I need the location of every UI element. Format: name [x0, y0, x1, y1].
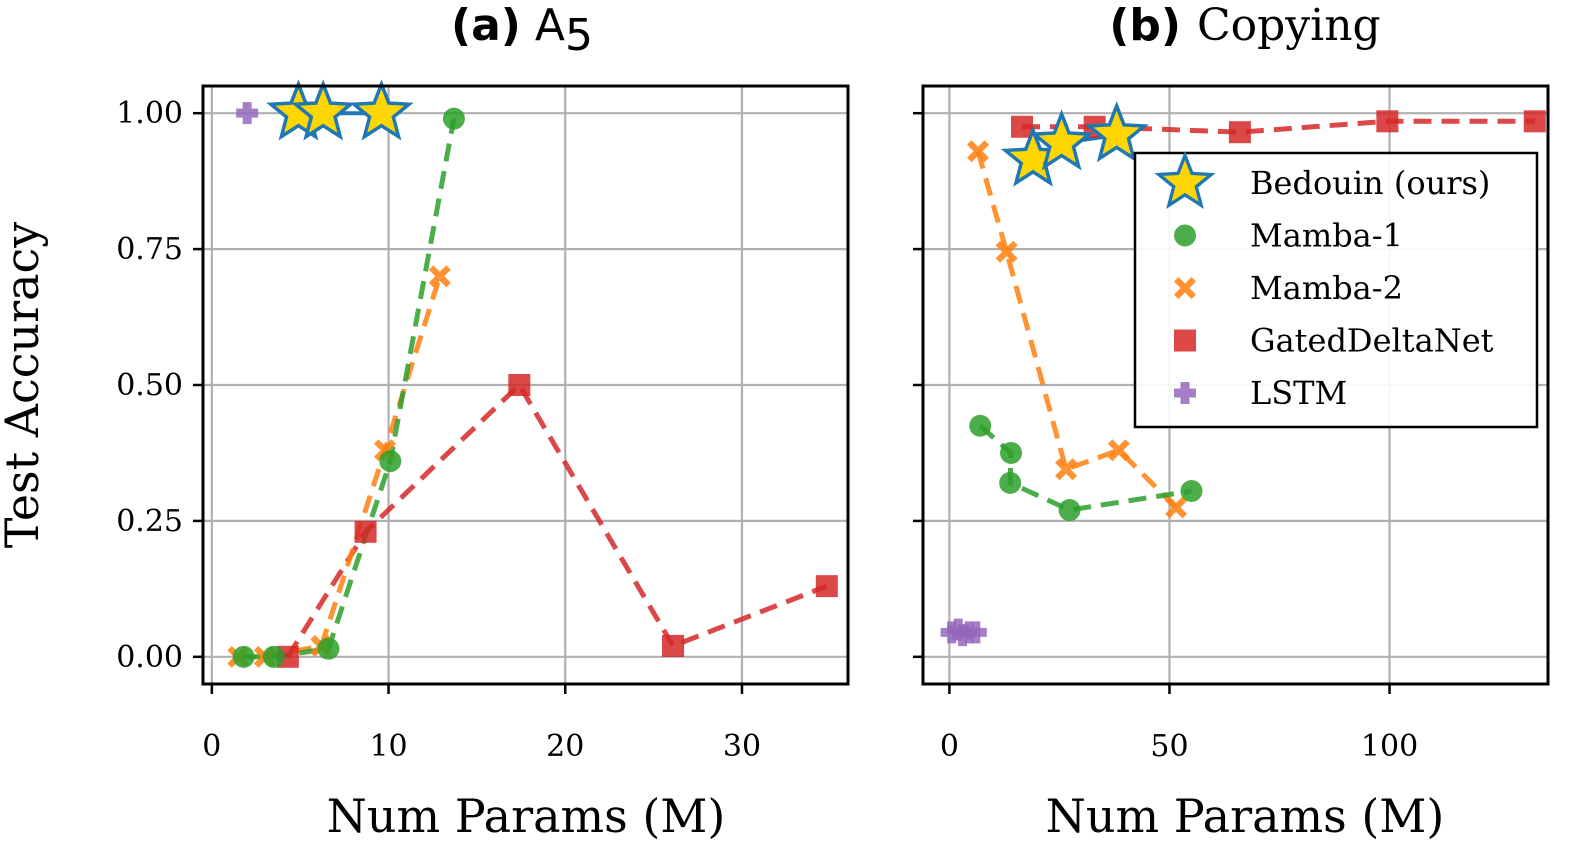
panel-b-m1-point: [1180, 480, 1203, 503]
panel-b-m2-line: [975, 150, 1178, 510]
panel-a-y-tick-label: 0.75: [116, 232, 183, 267]
panel-b-m1-point: [1000, 441, 1023, 464]
panel-a-y-tick-label: 0.00: [116, 640, 183, 675]
panel-b: 0 50 100: [913, 84, 1550, 764]
panel-a-x-tick-label: 0: [202, 729, 221, 764]
panel-a-y-tick-label: 1.00: [116, 96, 183, 131]
panel-b-lstm-point: [964, 621, 987, 644]
panel-a-title-sub: 5: [565, 10, 593, 61]
panel-a: 0 10 20 30 0.00 0.25 0.50 0.75 1.00: [116, 79, 850, 764]
panel-b-x-tick-label: 0: [940, 729, 959, 764]
panel-b-x-tick-label: 100: [1361, 729, 1418, 764]
legend-lstm-label: LSTM: [1250, 374, 1347, 412]
panel-a-m2-point: [428, 265, 451, 288]
panel-a-title: (a) A5: [451, 0, 593, 61]
panel-b-x-tick-label: 50: [1150, 729, 1188, 764]
panel-b-gdn-point: [1376, 110, 1399, 133]
panel-a-x-tick-label: 10: [369, 729, 407, 764]
legend-bed-label: Bedouin (ours): [1250, 164, 1490, 202]
panel-b-m1-point: [999, 471, 1022, 494]
panel-b-x-axis-label: Num Params (M): [1046, 789, 1445, 843]
panel-a-m1-point: [262, 645, 285, 668]
panel-b-m1-line: [978, 423, 1192, 513]
panel-a-lstm-point: [236, 102, 259, 125]
panel-a-x-tick-label: 30: [723, 729, 761, 764]
panel-b-bed-point: [1029, 109, 1094, 171]
panel-a-title-main: A: [535, 0, 565, 51]
panel-a-x-axis-label: Num Params (M): [327, 789, 726, 843]
legend-m2-label: Mamba-2: [1250, 269, 1403, 307]
panel-b-m2-point: [967, 140, 990, 163]
panel-b-m1-point: [969, 414, 992, 437]
legend: Bedouin (ours) Mamba-1 Mamba-2 GatedDeltaNe…: [1133, 150, 1539, 429]
panel-a-gdn-point: [662, 634, 685, 657]
panel-a-m1-point: [317, 637, 340, 660]
legend-bed-marker: [1154, 150, 1216, 209]
panel-b-gdn-point: [1011, 115, 1034, 138]
panel-b-title: (b) Copying: [1109, 0, 1380, 51]
legend-lstm-marker: [1174, 382, 1196, 404]
legend-m2-marker: [1174, 277, 1196, 299]
panel-a-gdn-point: [354, 520, 377, 543]
panel-a-m1-point: [379, 450, 402, 473]
panel-b-m2-point: [1107, 439, 1130, 462]
panel-a-m1-point: [442, 107, 465, 130]
panel-a-gdn-point: [508, 374, 531, 396]
legend-m1-marker: [1174, 224, 1196, 247]
panel-b-m2-point: [1055, 458, 1078, 481]
panel-a-title-bold: (a): [451, 0, 521, 51]
legend-gdn-marker: [1174, 329, 1196, 352]
panel-b-bed-point: [1084, 101, 1149, 163]
panel-b-m2-point: [995, 240, 1018, 263]
panel-a-gdn-point: [815, 575, 838, 598]
panel-a-x-tick-label: 20: [546, 729, 584, 764]
panel-b-frame: [921, 84, 1550, 686]
panel-b-gdn-point: [1228, 121, 1251, 144]
panel-a-m2-line: [238, 275, 443, 660]
panel-a-y-tick-label: 0.25: [116, 504, 183, 539]
y-axis-label: Test Accuracy: [0, 222, 49, 549]
panel-b-gdn-point: [1523, 110, 1546, 133]
panel-b-m2-point: [1165, 496, 1188, 519]
panel-a-m1-point: [232, 645, 255, 668]
panel-a-bed-point: [349, 79, 414, 141]
panel-b-m1-point: [1058, 499, 1081, 522]
panel-a-frame: [201, 84, 850, 686]
legend-gdn-label: GatedDeltaNet: [1250, 322, 1494, 360]
panel-a-gdn-line: [285, 381, 828, 659]
panel-b-title-main: Copying: [1197, 0, 1381, 51]
panel-a-bed-point: [290, 79, 356, 141]
panel-b-title-bold: (b): [1109, 0, 1181, 51]
legend-m1-label: Mamba-1: [1250, 217, 1403, 255]
panel-a-y-tick-label: 0.50: [116, 368, 183, 403]
panel-a-m1-line: [243, 118, 457, 660]
legend-box: [1133, 151, 1539, 429]
